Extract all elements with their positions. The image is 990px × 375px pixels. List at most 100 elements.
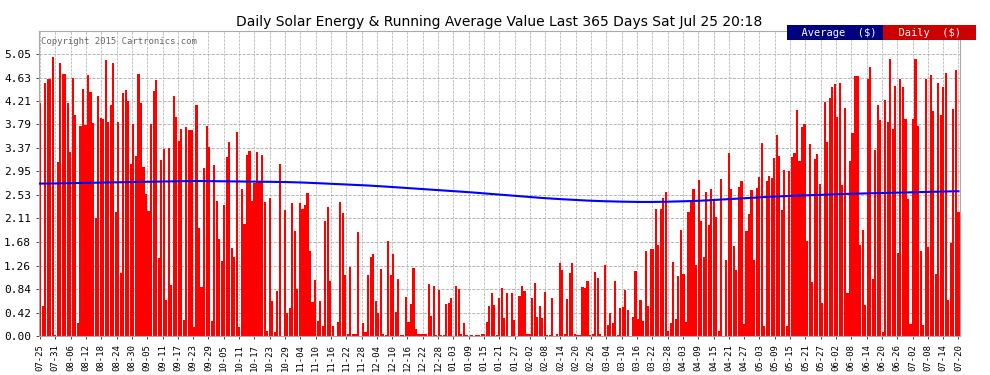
Bar bbox=[443, 335, 445, 336]
Bar bbox=[869, 67, 871, 336]
Bar bbox=[604, 265, 606, 336]
Bar bbox=[816, 154, 818, 336]
Bar bbox=[892, 129, 894, 336]
Bar bbox=[51, 57, 53, 336]
Bar bbox=[519, 296, 521, 336]
Text: Daily  ($): Daily ($) bbox=[886, 27, 973, 38]
Bar bbox=[907, 199, 909, 336]
Bar bbox=[296, 289, 299, 336]
Bar bbox=[441, 334, 443, 336]
Bar bbox=[786, 326, 788, 336]
Bar bbox=[418, 334, 420, 336]
Bar bbox=[854, 76, 856, 336]
Bar bbox=[809, 144, 811, 336]
Bar bbox=[879, 120, 881, 336]
Bar bbox=[944, 73, 946, 336]
Bar bbox=[322, 326, 324, 336]
Bar bbox=[627, 310, 629, 336]
Bar bbox=[190, 130, 192, 336]
Bar bbox=[899, 80, 902, 336]
Bar bbox=[478, 335, 480, 336]
Bar bbox=[705, 192, 707, 336]
Bar bbox=[930, 75, 932, 336]
Bar bbox=[291, 203, 293, 336]
Bar bbox=[700, 221, 702, 336]
Bar bbox=[349, 267, 351, 336]
Bar bbox=[768, 176, 770, 336]
Bar bbox=[286, 313, 288, 336]
Bar bbox=[314, 279, 316, 336]
Bar bbox=[155, 80, 157, 336]
Bar bbox=[239, 327, 241, 336]
Bar bbox=[864, 305, 866, 336]
Bar bbox=[94, 218, 97, 336]
Bar bbox=[534, 283, 536, 336]
Bar bbox=[77, 323, 79, 336]
Bar bbox=[776, 135, 778, 336]
Bar bbox=[642, 321, 644, 336]
Bar bbox=[175, 117, 177, 336]
Bar bbox=[708, 225, 710, 336]
Bar bbox=[748, 214, 750, 336]
Bar bbox=[354, 334, 356, 336]
Bar bbox=[745, 231, 747, 336]
Bar bbox=[801, 128, 803, 336]
Bar bbox=[536, 317, 539, 336]
Bar bbox=[498, 298, 500, 336]
Bar bbox=[581, 286, 583, 336]
Bar bbox=[133, 124, 135, 336]
Bar bbox=[294, 231, 296, 336]
Bar bbox=[843, 108, 846, 336]
Bar bbox=[791, 158, 793, 336]
Bar bbox=[193, 327, 195, 336]
Bar bbox=[524, 291, 526, 336]
Bar bbox=[436, 335, 438, 336]
Bar bbox=[884, 100, 886, 336]
Bar bbox=[425, 334, 427, 336]
Bar bbox=[529, 334, 531, 336]
Bar bbox=[170, 285, 172, 336]
Bar bbox=[640, 300, 642, 336]
Bar bbox=[221, 261, 223, 336]
Bar bbox=[470, 335, 472, 336]
Bar bbox=[664, 192, 667, 336]
Bar bbox=[460, 334, 462, 336]
Bar bbox=[107, 122, 109, 336]
Bar bbox=[503, 318, 505, 336]
Bar bbox=[56, 162, 58, 336]
Bar bbox=[910, 324, 912, 336]
Bar bbox=[374, 301, 377, 336]
Bar bbox=[952, 109, 954, 336]
Bar bbox=[413, 268, 415, 336]
Bar bbox=[579, 335, 581, 336]
Bar bbox=[940, 115, 941, 336]
Bar bbox=[652, 249, 654, 336]
Bar bbox=[882, 332, 884, 336]
Bar bbox=[834, 84, 836, 336]
Bar bbox=[372, 254, 374, 336]
Bar bbox=[755, 188, 757, 336]
Bar bbox=[819, 184, 821, 336]
Bar bbox=[44, 83, 47, 336]
Bar bbox=[50, 79, 51, 336]
Bar bbox=[698, 180, 700, 336]
Bar bbox=[947, 300, 949, 336]
Bar bbox=[82, 89, 84, 336]
Bar bbox=[268, 198, 270, 336]
Bar bbox=[226, 157, 228, 336]
Bar bbox=[319, 300, 321, 336]
Bar bbox=[542, 318, 544, 336]
Bar bbox=[731, 189, 733, 336]
Bar bbox=[521, 286, 523, 336]
Bar bbox=[138, 74, 140, 336]
Bar bbox=[289, 309, 291, 336]
Bar bbox=[680, 230, 682, 336]
Bar bbox=[902, 87, 904, 336]
Bar bbox=[165, 300, 167, 336]
Bar bbox=[760, 142, 762, 336]
Bar bbox=[122, 93, 125, 336]
Bar bbox=[273, 332, 276, 336]
Bar bbox=[742, 324, 745, 336]
Bar bbox=[407, 322, 410, 336]
Bar bbox=[423, 334, 425, 336]
